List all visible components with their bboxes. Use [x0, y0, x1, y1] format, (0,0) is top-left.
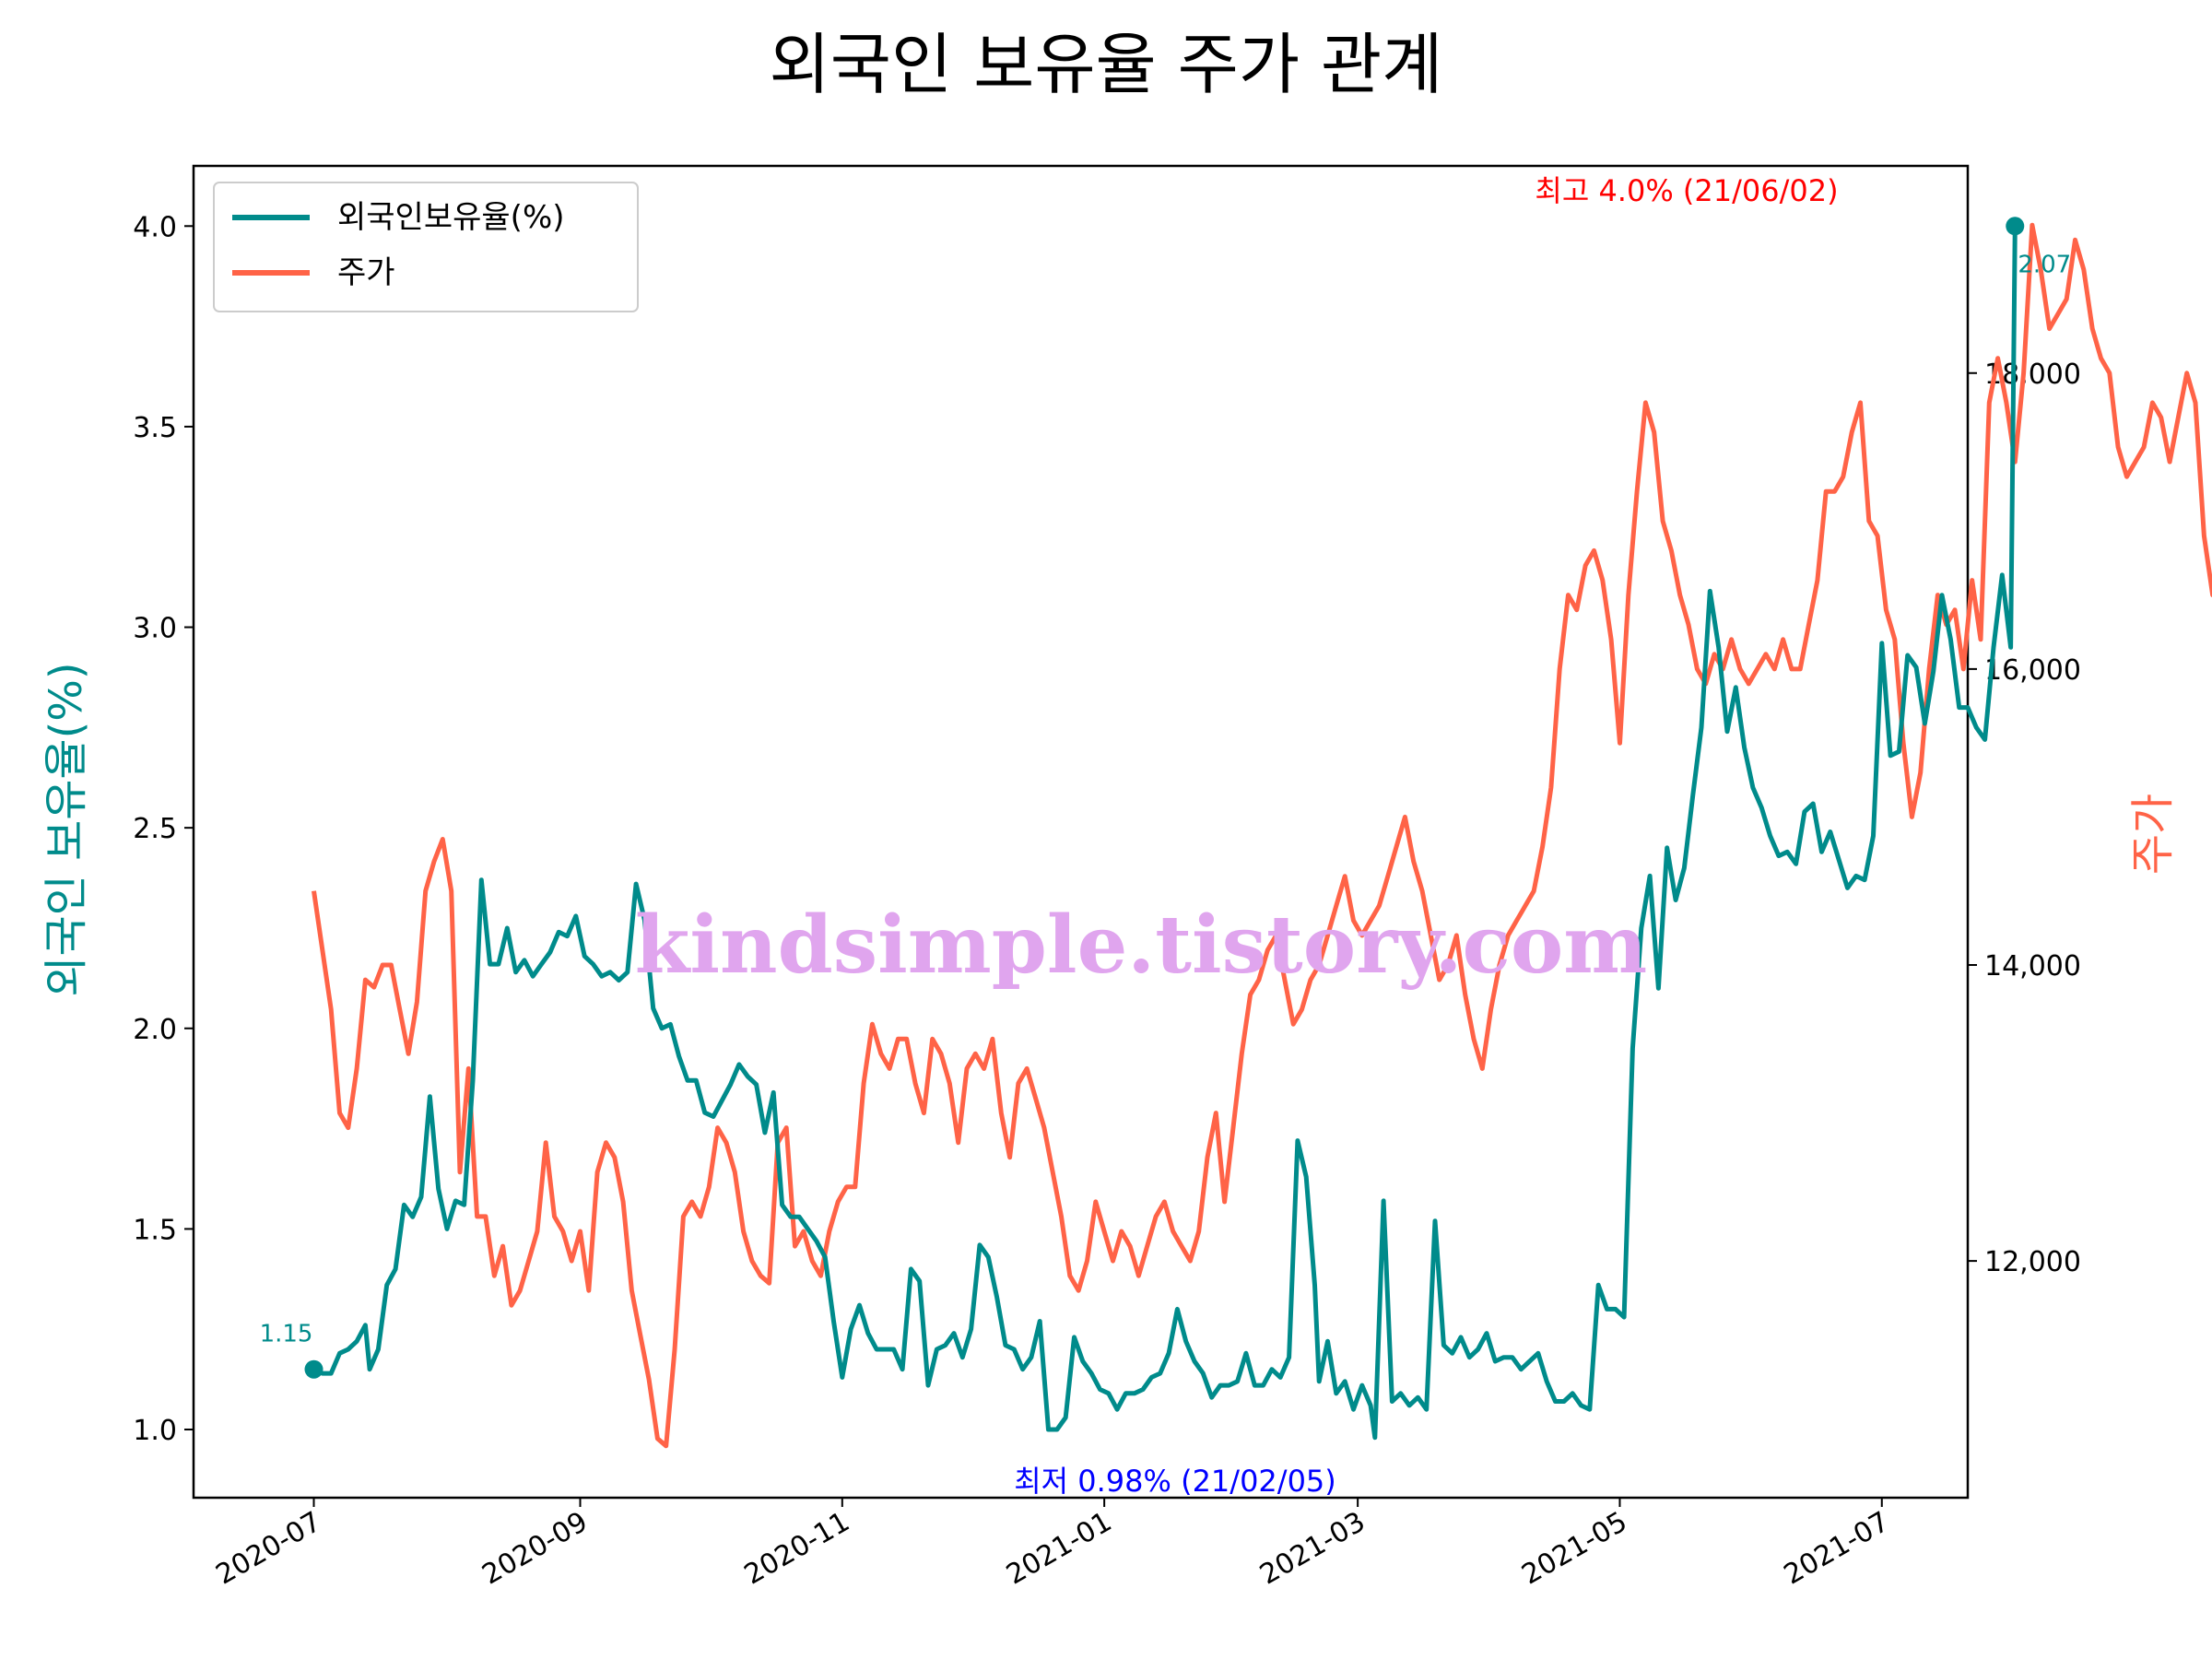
- min-annotation: 최저 0.98% (21/02/05): [1014, 1464, 1336, 1499]
- series-line-price: [312, 222, 2212, 1449]
- end-value-label: 2.07: [2018, 251, 2071, 278]
- plot-area: 1.0 1.5 2.0 2.5 3.0 3.5 4.0 12,000 14,000 16,000…: [133, 164, 2212, 1592]
- left-tick-label: 3.5: [133, 412, 177, 444]
- left-tick-label: 4.0: [133, 211, 177, 243]
- series-line-foreign: [312, 226, 2018, 1441]
- left-tick-label: 3.0: [133, 613, 177, 645]
- plot-frame: [192, 164, 1970, 1500]
- end-point-marker: [2006, 217, 2025, 236]
- start-point-marker: [304, 1359, 324, 1379]
- legend: 외국인보유율(%) 주가: [213, 182, 639, 312]
- right-tick-label: 16,000: [1984, 654, 2081, 687]
- right-tick-label: 14,000: [1984, 950, 2081, 982]
- left-axis-label: 외국인 보유율(%): [41, 662, 92, 996]
- start-value-label: 1.15: [260, 1321, 313, 1348]
- right-tick-label: 12,000: [1984, 1246, 2081, 1278]
- chart-title: 외국인 보유율 주가 관계: [769, 26, 1442, 103]
- left-axis: 1.0 1.5 2.0 2.5 3.0 3.5 4.0: [133, 211, 194, 1447]
- legend-label-price: 주가: [337, 254, 395, 291]
- right-axis-label: 주가: [2127, 794, 2179, 875]
- max-annotation: 최고 4.0% (21/06/02): [1535, 173, 1838, 208]
- left-tick-label: 1.5: [133, 1214, 177, 1246]
- left-tick-label: 2.5: [133, 813, 177, 845]
- watermark: kindsimple.tistory.com: [635, 899, 1647, 992]
- legend-box: [213, 182, 639, 312]
- legend-label-foreign: 외국인보유율(%): [337, 199, 565, 236]
- left-tick-label: 1.0: [133, 1415, 177, 1447]
- annotation-layer: 1.15 2.07 최고 4.0% (21/06/02) 최저 0.98% (21/0…: [260, 173, 2072, 1499]
- series-layer: [312, 222, 2212, 1449]
- left-tick-label: 2.0: [133, 1014, 177, 1046]
